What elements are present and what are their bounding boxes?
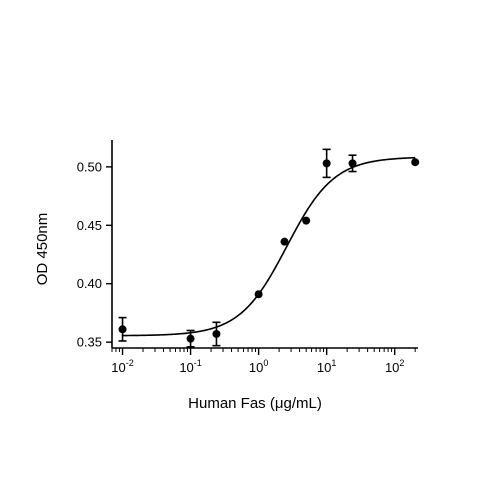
y-tick-label: 0.40	[77, 276, 102, 291]
y-tick-label: 0.45	[77, 218, 102, 233]
y-ticks: 0.35 0.40 0.45 0.50	[77, 159, 112, 350]
y-tick-label: 0.35	[77, 335, 102, 350]
x-tick-label: 102	[385, 358, 404, 375]
x-axis-label: Human Fas (μg/mL)	[188, 395, 322, 412]
y-axis-label: OD 450nm	[34, 213, 51, 286]
axes	[111, 140, 418, 349]
data-point	[411, 158, 420, 167]
data-point	[118, 325, 127, 334]
x-minor-ticks	[111, 348, 416, 352]
x-tick-label: 101	[317, 358, 336, 375]
data-point	[322, 159, 331, 168]
x-tick-label: 10-2	[111, 358, 133, 375]
x-tick-label: 100	[249, 358, 268, 375]
data-point	[348, 159, 357, 168]
x-ticks: 10-2 10-1 100 101 102	[111, 348, 404, 375]
data-point	[302, 216, 311, 225]
data-point	[212, 329, 221, 338]
fit-curve	[122, 156, 416, 337]
data-points	[118, 158, 420, 343]
data-point	[280, 237, 289, 246]
x-tick-label: 10-1	[179, 358, 201, 375]
data-point	[254, 290, 263, 299]
y-tick-label: 0.50	[77, 159, 102, 174]
error-bars	[118, 148, 357, 348]
data-point	[186, 334, 195, 343]
